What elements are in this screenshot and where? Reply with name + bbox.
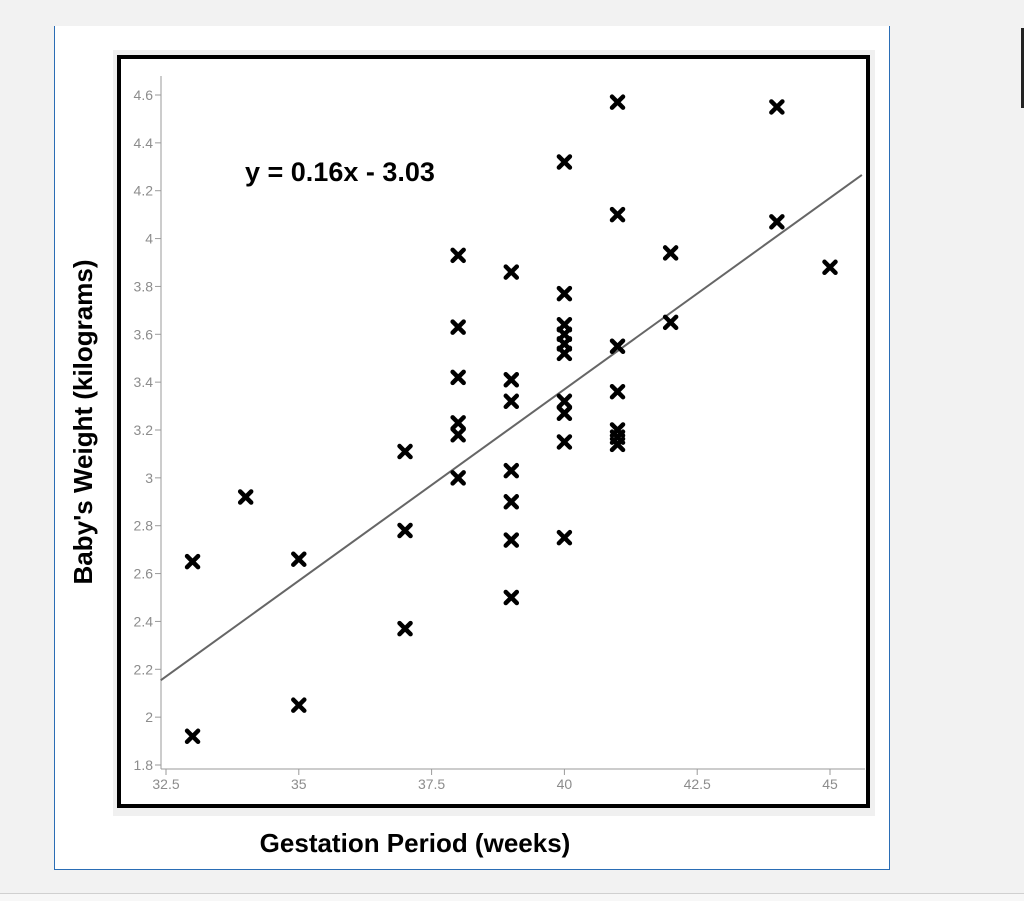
data-point [450,247,466,264]
trend-line [160,174,863,682]
data-point [397,620,413,637]
data-point [503,372,520,388]
data-point [450,415,466,431]
y-tick-label: 2.8 [134,518,154,534]
y-tick-label: 3.4 [134,374,154,390]
data-point [450,369,466,386]
data-point [822,259,838,276]
y-tick-label: 3.2 [134,422,154,438]
x-tick-label: 42.5 [684,776,711,792]
y-axis-label: Baby's Weight (kilograms) [68,260,98,585]
data-points [184,94,838,745]
data-point [291,551,307,567]
y-tick-label: 2.4 [134,613,154,629]
data-point [556,393,573,410]
data-point [609,94,626,110]
y-tick-label: 4.6 [134,87,154,103]
x-ticks: 32.5 35 37.5 40 42.5 45 [152,769,838,792]
data-point [450,427,466,443]
y-tick-label: 1.8 [134,757,154,773]
x-tick-label: 32.5 [152,776,179,792]
data-point [556,345,573,362]
y-tick-label: 4.2 [134,183,154,199]
data-point [503,532,520,548]
chart-border [117,55,870,808]
bottom-divider [0,893,1024,894]
data-point [662,314,679,331]
scatter-chart: 1.822.22.42.62.833.23.43.63.844.24.44.6 … [68,50,875,858]
x-tick-label: 40 [557,776,573,792]
data-point [556,285,573,302]
data-point [237,489,254,505]
y-tick-label: 3.6 [134,326,154,342]
data-point [450,319,466,335]
data-point [556,154,573,170]
data-point [503,494,520,510]
bottom-strip [0,894,1024,901]
data-point [609,338,626,354]
scroll-indicator [1021,28,1024,108]
data-point [184,728,201,745]
x-tick-label: 35 [291,776,307,792]
data-point [450,470,466,486]
data-point [291,697,307,713]
x-tick-label: 45 [822,776,838,792]
data-point [769,99,785,115]
data-point [397,443,413,460]
data-point [397,522,413,539]
data-point [503,589,520,606]
x-axis-label: Gestation Period (weeks) [260,828,571,858]
data-point [503,462,520,479]
y-ticks: 1.8 2 2.2 2.4 2.6 2.8 3 3.2 3.4 3.6 3.8 4 4.2 4.4 4.6 [134,87,161,773]
y-tick-label: 3.8 [134,278,154,294]
y-tick-label: 2 [145,709,153,725]
chart-container: 1.8 2 2.2 2.4 2.6 2.8 3 3.2 3.4 3.6 3.8 4 4.2 4.4 4.6 … [54,26,890,870]
data-point [556,405,573,421]
data-point [609,436,626,453]
x-tick-label: 37.5 [418,776,445,792]
y-tick-label: 3 [145,470,153,486]
data-point [609,206,626,223]
data-point [503,393,520,410]
data-point [556,529,573,546]
data-point [184,553,201,570]
y-tick-label: 2.2 [134,661,154,677]
y-tick-label: 4 [145,231,153,247]
data-point [769,214,785,230]
y-tick-label: 2.6 [134,566,154,582]
y-tick-label: 4.4 [134,135,154,151]
data-point [503,264,520,280]
data-point [662,245,679,261]
data-point [556,434,573,450]
data-point [609,383,626,400]
regression-equation: y = 0.16x - 3.03 [245,157,435,187]
